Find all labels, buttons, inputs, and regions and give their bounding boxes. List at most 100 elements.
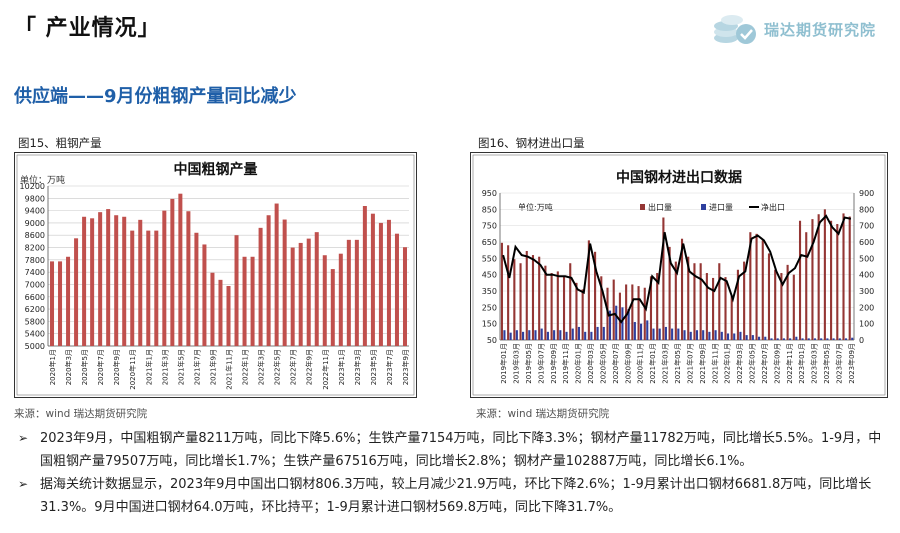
bar-export (643, 287, 646, 340)
arrow-bullet-icon: ➢ (18, 477, 29, 491)
bar-import (608, 310, 612, 340)
arrow-bullet-icon: ➢ (18, 431, 29, 445)
bar-import (584, 331, 587, 340)
bar-export (743, 261, 746, 340)
x-tick-label: 2021年3月 (160, 349, 169, 385)
x-tick-label: 2022年03月 (735, 343, 744, 384)
bar-import (714, 330, 717, 340)
bar-export (562, 276, 566, 340)
x-tick-label: 2019年05月 (524, 343, 533, 384)
bar-import (733, 333, 736, 340)
bar-crude-steel (394, 233, 399, 346)
bar-crude-steel (346, 239, 351, 346)
bar-import (590, 331, 593, 340)
bar-import (770, 338, 773, 340)
bar-export (687, 256, 690, 340)
legend-label: 净出口 (761, 202, 785, 212)
y-left-tick-label: 450 (482, 271, 497, 280)
bar-export (662, 217, 665, 340)
bar-export (531, 255, 535, 340)
bar-import (571, 328, 574, 340)
bar-export (699, 263, 702, 340)
bar-export (774, 269, 777, 340)
bar-export (538, 256, 541, 340)
bar-export (705, 273, 708, 340)
x-tick-label: 2022年1月 (241, 349, 250, 385)
bar-crude-steel (50, 261, 55, 346)
x-tick-label: 2023年3月 (353, 349, 362, 385)
bar-crude-steel (114, 215, 119, 346)
bar-export (637, 286, 640, 340)
x-tick-label: 2021年9月 (208, 349, 217, 385)
y-right-tick-label: 600 (859, 238, 874, 247)
legend-swatch (640, 204, 645, 210)
bullet-item: ➢ 2023年9月，中国粗钢产量8211万吨，同比下降5.6%；生铁产量7154万… (14, 427, 889, 473)
bar-import (640, 323, 643, 340)
line-net-export (502, 214, 852, 324)
y-tick-label: 7400 (25, 268, 45, 277)
bar-export (544, 265, 547, 340)
bar-export (612, 279, 615, 340)
bar-import (664, 326, 667, 340)
bar-import (596, 326, 599, 340)
brand-name: 瑞达期货研究院 (763, 20, 876, 39)
x-tick-label: 2021年11月 (225, 349, 234, 390)
bar-crude-steel (226, 286, 231, 346)
x-tick-label: 2020年07月 (611, 343, 620, 384)
bar-export (668, 246, 671, 340)
y-tick-label: 7800 (25, 256, 45, 265)
bar-export (724, 277, 727, 340)
bar-crude-steel (98, 212, 103, 346)
x-tick-label: 2020年3月 (64, 349, 73, 385)
y-right-tick-label: 200 (859, 303, 874, 312)
y-tick-label: 5800 (25, 317, 45, 326)
x-tick-label: 2020年1月 (48, 349, 57, 385)
bar-import (838, 338, 841, 340)
x-tick-label: 2019年03月 (512, 343, 521, 384)
bar-crude-steel (322, 255, 327, 346)
bar-export (569, 263, 572, 340)
x-tick-label: 2023年1月 (337, 349, 346, 385)
bar-crude-steel (170, 198, 175, 346)
y-right-tick-label: 700 (859, 222, 874, 231)
bar-crude-steel (378, 222, 383, 346)
chart-inner-frame (472, 154, 886, 396)
bar-export (848, 216, 851, 340)
bar-crude-steel (106, 209, 111, 346)
x-tick-label: 2019年11月 (561, 343, 570, 384)
x-tick-label: 2020年7月 (96, 349, 105, 385)
bar-import (764, 336, 767, 340)
bar-export (550, 273, 553, 340)
bar-import (782, 338, 785, 340)
bar-export (649, 276, 653, 340)
bar-crude-steel (186, 211, 191, 346)
bar-export (674, 261, 677, 340)
bar-import (528, 330, 531, 340)
y-left-tick-label: 950 (482, 189, 497, 198)
bar-export (792, 274, 795, 340)
y-left-tick-label: 650 (482, 238, 497, 247)
bullet-list: ➢ 2023年9月，中国粗钢产量8211万吨，同比下降5.6%；生铁产量7154万… (14, 427, 889, 519)
bar-import (515, 330, 518, 340)
bar-export (631, 284, 634, 340)
bar-crude-steel (58, 261, 63, 346)
bullet-item: ➢ 据海关统计数据显示，2023年9月中国出口钢材806.3万吨，较上月减少21.… (14, 473, 889, 519)
bar-export (525, 250, 528, 340)
figure-caption-import-export: 图16、钢材进出口量 (478, 136, 585, 150)
bar-export (805, 232, 808, 340)
bar-export (830, 220, 833, 340)
x-tick-label: 2021年1月 (144, 349, 153, 385)
bar-crude-steel (250, 256, 255, 346)
bar-export (513, 259, 516, 340)
bar-import (522, 331, 525, 340)
bar-export (780, 273, 783, 340)
y-tick-label: 9000 (25, 219, 45, 228)
bar-import (509, 332, 512, 340)
bar-export (680, 238, 684, 340)
x-tick-label: 2022年05月 (748, 343, 757, 384)
x-tick-label: 2022年9月 (305, 349, 314, 385)
y-right-tick-label: 800 (859, 205, 874, 214)
bar-export (730, 295, 733, 340)
x-tick-label: 2020年09月 (623, 343, 632, 384)
x-tick-label: 2022年07月 (760, 343, 769, 384)
